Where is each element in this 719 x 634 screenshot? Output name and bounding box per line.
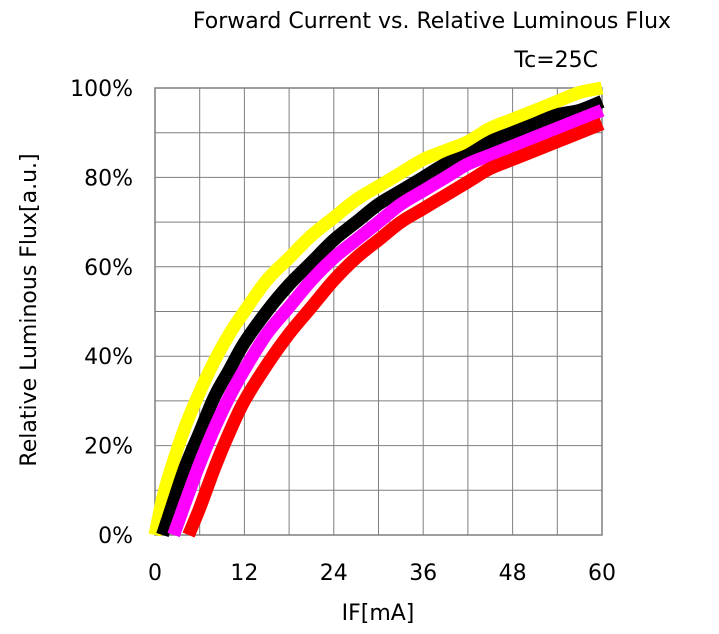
x-tick-label: 24 <box>320 561 348 586</box>
x-tick-label: 0 <box>148 561 162 586</box>
x-axis-ticks: 0 12 24 36 48 60 <box>148 561 616 586</box>
y-tick-label: 20% <box>84 435 133 460</box>
x-tick-label: 36 <box>409 561 437 586</box>
series-line-3 <box>167 104 605 538</box>
x-tick-label: 60 <box>588 561 616 586</box>
x-axis-label: IF[mA] <box>342 601 415 626</box>
y-tick-label: 0% <box>98 524 133 549</box>
plot-frame <box>154 87 603 536</box>
y-axis-label: Relative Luminous Flux[a.u.] <box>17 153 42 466</box>
series-line-4 <box>182 117 605 538</box>
x-tick-label: 48 <box>499 561 527 586</box>
x-tick-label: 12 <box>230 561 258 586</box>
series-line-1 <box>148 81 604 537</box>
chart-title: Forward Current vs. Relative Luminous Fl… <box>193 9 671 34</box>
y-axis-ticks: 0% 20% 40% 60% 80% 100% <box>70 77 133 549</box>
y-tick-label: 40% <box>84 345 133 370</box>
series-line-2 <box>156 95 605 538</box>
y-tick-label: 80% <box>84 166 133 191</box>
chart-subtitle: Tc=25C <box>513 48 598 73</box>
y-tick-label: 60% <box>84 256 133 281</box>
y-tick-label: 100% <box>70 77 133 102</box>
series-layer <box>148 81 605 538</box>
